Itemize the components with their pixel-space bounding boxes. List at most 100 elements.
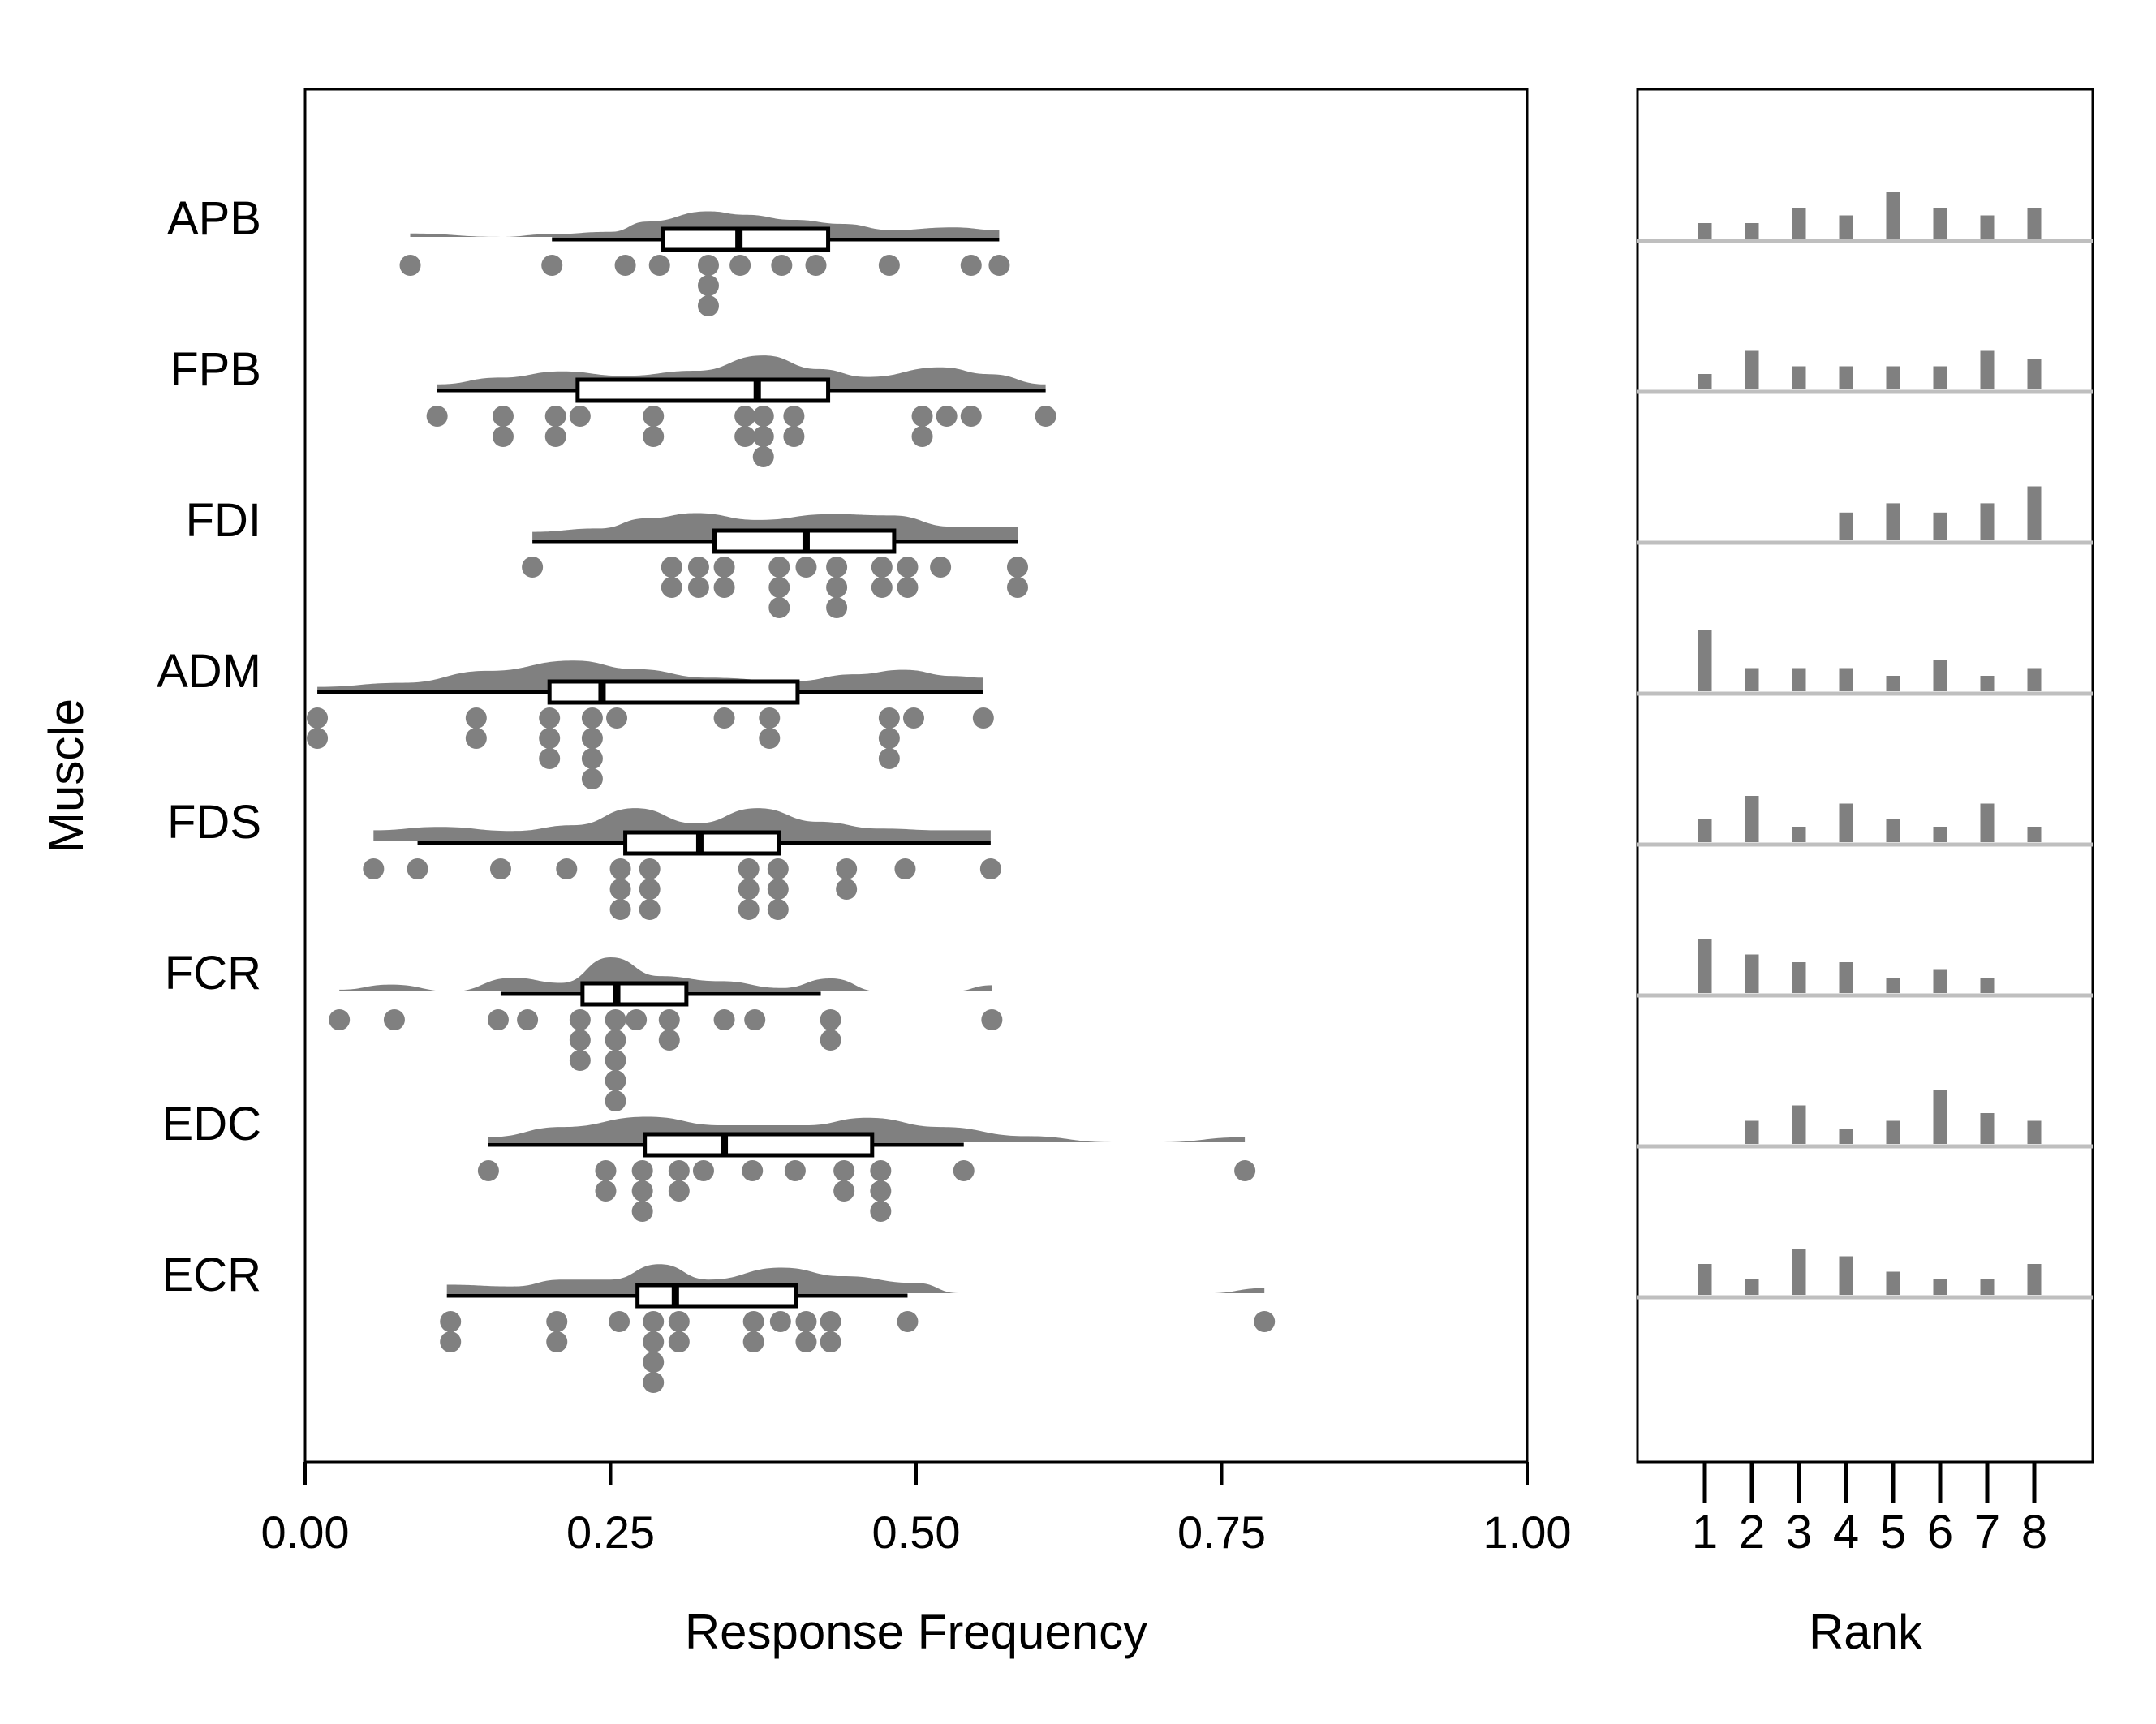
point-apb-2 <box>614 255 636 276</box>
rank-tick-label-1: 1 <box>1692 1506 1718 1558</box>
point-fpb-8 <box>734 406 756 427</box>
raincloud-ecr <box>440 1264 1276 1393</box>
rank-bar-fdi-7 <box>1980 503 1995 540</box>
point-adm-11 <box>606 707 628 729</box>
point-fpb-18 <box>960 406 982 427</box>
density-fds <box>373 808 991 841</box>
point-fdi-8 <box>768 577 790 598</box>
raincloud-adm <box>307 660 994 789</box>
muscle-label-adm: ADM <box>157 645 261 698</box>
point-ecr-9 <box>668 1311 690 1332</box>
point-ecr-8 <box>643 1372 665 1393</box>
point-edc-14 <box>870 1180 892 1202</box>
rank-layer <box>1637 192 2093 1300</box>
rank-bar-adm-5 <box>1886 676 1900 691</box>
point-edc-3 <box>631 1160 653 1181</box>
point-fcr-1 <box>383 1009 405 1030</box>
point-fpb-14 <box>783 426 805 447</box>
point-apb-9 <box>805 255 827 276</box>
point-edc-10 <box>784 1160 806 1181</box>
point-apb-1 <box>541 255 563 276</box>
point-adm-0 <box>307 707 329 729</box>
rank-bar-fcr-4 <box>1839 962 1853 993</box>
density-fcr <box>339 957 992 991</box>
point-fcr-11 <box>605 1090 626 1111</box>
rank-bar-ecr-7 <box>1980 1279 1995 1295</box>
point-fds-9 <box>639 899 661 920</box>
rank-bar-fcr-3 <box>1792 962 1806 993</box>
x-tick-label-0: 0.00 <box>261 1507 350 1558</box>
rank-bar-fcr-2 <box>1745 954 1759 993</box>
point-fdi-5 <box>713 557 735 578</box>
raincloud-apb <box>399 211 1010 316</box>
point-fds-5 <box>609 879 631 900</box>
rank-bar-adm-3 <box>1792 668 1806 691</box>
rank-bar-edc-3 <box>1792 1105 1806 1144</box>
box-fcr <box>580 981 689 1007</box>
rank-bar-fdi-6 <box>1933 512 1947 540</box>
point-fdi-9 <box>768 597 790 618</box>
rank-bar-fdi-4 <box>1839 512 1853 540</box>
rank-bar-ecr-8 <box>2027 1264 2042 1295</box>
rank-bar-ecr-2 <box>1745 1279 1759 1295</box>
point-fds-0 <box>363 858 385 879</box>
rank-bar-adm-7 <box>1980 676 1995 691</box>
point-fcr-5 <box>569 1030 591 1051</box>
point-ecr-11 <box>742 1311 764 1332</box>
rank-row-edc <box>1637 1090 2093 1149</box>
density-fdi <box>532 513 1018 539</box>
rank-panel-frame <box>1636 88 2094 1464</box>
point-fpb-15 <box>911 406 933 427</box>
raincloud-edc <box>477 1116 1256 1222</box>
point-adm-9 <box>581 748 603 769</box>
point-apb-0 <box>399 255 421 276</box>
point-fdi-10 <box>795 557 817 578</box>
point-fds-7 <box>639 858 661 879</box>
point-edc-1 <box>595 1160 617 1181</box>
point-fdi-19 <box>1006 557 1028 578</box>
rank-bar-fpb-2 <box>1745 350 1759 389</box>
rank-bar-fpb-1 <box>1698 374 1712 389</box>
rank-bar-fpb-6 <box>1933 366 1947 389</box>
point-adm-1 <box>307 728 329 749</box>
rank-row-ecr <box>1637 1249 2093 1300</box>
point-fpb-11 <box>752 426 774 447</box>
box-ecr <box>635 1283 798 1309</box>
point-fcr-15 <box>713 1009 735 1030</box>
point-fcr-3 <box>517 1009 539 1030</box>
density-adm <box>317 660 983 690</box>
point-edc-7 <box>668 1180 690 1202</box>
point-fds-16 <box>836 858 858 879</box>
rank-bar-fpb-8 <box>2027 359 2042 389</box>
muscle-label-edc: EDC <box>162 1098 261 1150</box>
point-fpb-10 <box>752 406 774 427</box>
point-adm-6 <box>539 748 561 769</box>
muscle-label-fds: FDS <box>167 796 261 849</box>
rank-bar-adm-1 <box>1698 630 1712 691</box>
rank-bar-fdi-8 <box>2027 486 2042 540</box>
point-edc-13 <box>870 1160 892 1181</box>
point-apb-11 <box>960 255 982 276</box>
point-fds-3 <box>556 858 578 879</box>
point-ecr-16 <box>820 1311 841 1332</box>
point-fcr-18 <box>820 1030 841 1051</box>
point-edc-9 <box>742 1160 764 1181</box>
rank-bar-fds-7 <box>1980 803 1995 842</box>
point-adm-13 <box>759 707 781 729</box>
point-ecr-1 <box>440 1331 462 1352</box>
muscle-label-ecr: ECR <box>162 1249 261 1301</box>
x-tick-label-4: 1.00 <box>1483 1507 1572 1558</box>
point-edc-16 <box>953 1160 975 1181</box>
point-edc-8 <box>692 1160 714 1181</box>
rank-row-fpb <box>1637 350 2093 394</box>
point-fdi-17 <box>897 577 919 598</box>
rank-bar-apb-3 <box>1792 208 1806 239</box>
rank-bar-fds-1 <box>1698 819 1712 842</box>
rank-bar-fds-4 <box>1839 803 1853 842</box>
point-adm-10 <box>581 768 603 789</box>
rank-bar-fds-3 <box>1792 827 1806 842</box>
point-fpb-4 <box>544 426 566 447</box>
point-fds-1 <box>407 858 428 879</box>
point-fds-11 <box>738 879 760 900</box>
